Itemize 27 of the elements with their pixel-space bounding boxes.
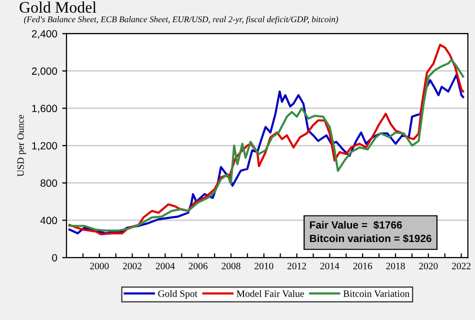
x-tick-label: 2008 <box>222 262 240 270</box>
y-tick-label: 800 <box>40 179 58 187</box>
y-tick-label: 1,200 <box>32 142 58 151</box>
x-tick-label: 2010 <box>254 262 274 270</box>
x-tick-label: 2002 <box>123 262 142 270</box>
y-tick-label: 1,600 <box>32 104 58 114</box>
x-tick-label: 2016 <box>353 262 372 270</box>
y-tick-label: 2,000 <box>32 67 58 76</box>
x-tick-label: 2022 <box>452 262 470 270</box>
x-tick-label: 2020 <box>419 262 438 270</box>
annotation: Fair Value = $1766 <box>310 220 402 230</box>
chart-subtitle: (Fed's Balance Sheet, ECB Balance Sheet, EUR/USD, real 2-yr, fiscal deficit/GDP, bitcoin) <box>24 16 338 24</box>
legend-label: Model Fair Value <box>236 290 304 297</box>
x-tick-label: 2006 <box>188 262 208 270</box>
legend-label: Bitcoin Variation <box>343 290 410 297</box>
x-tick-label: 2000 <box>90 262 109 270</box>
y-tick-label: 2,400 <box>32 30 58 39</box>
x-tick-label: 2018 <box>386 262 405 270</box>
y-tick-label: 0 <box>52 254 58 262</box>
x-tick-label: 2004 <box>156 262 175 270</box>
x-tick-label: 2014 <box>320 262 340 270</box>
legend-label: Gold Spot <box>158 290 198 299</box>
annotation: Bitcoin variation = $1926 <box>310 234 432 243</box>
y-tick-label: 400 <box>40 216 58 224</box>
chart-title: Gold Model <box>20 2 96 13</box>
y-axis-title: USD per Ounce <box>17 114 26 176</box>
x-tick-label: 2012 <box>288 262 306 270</box>
